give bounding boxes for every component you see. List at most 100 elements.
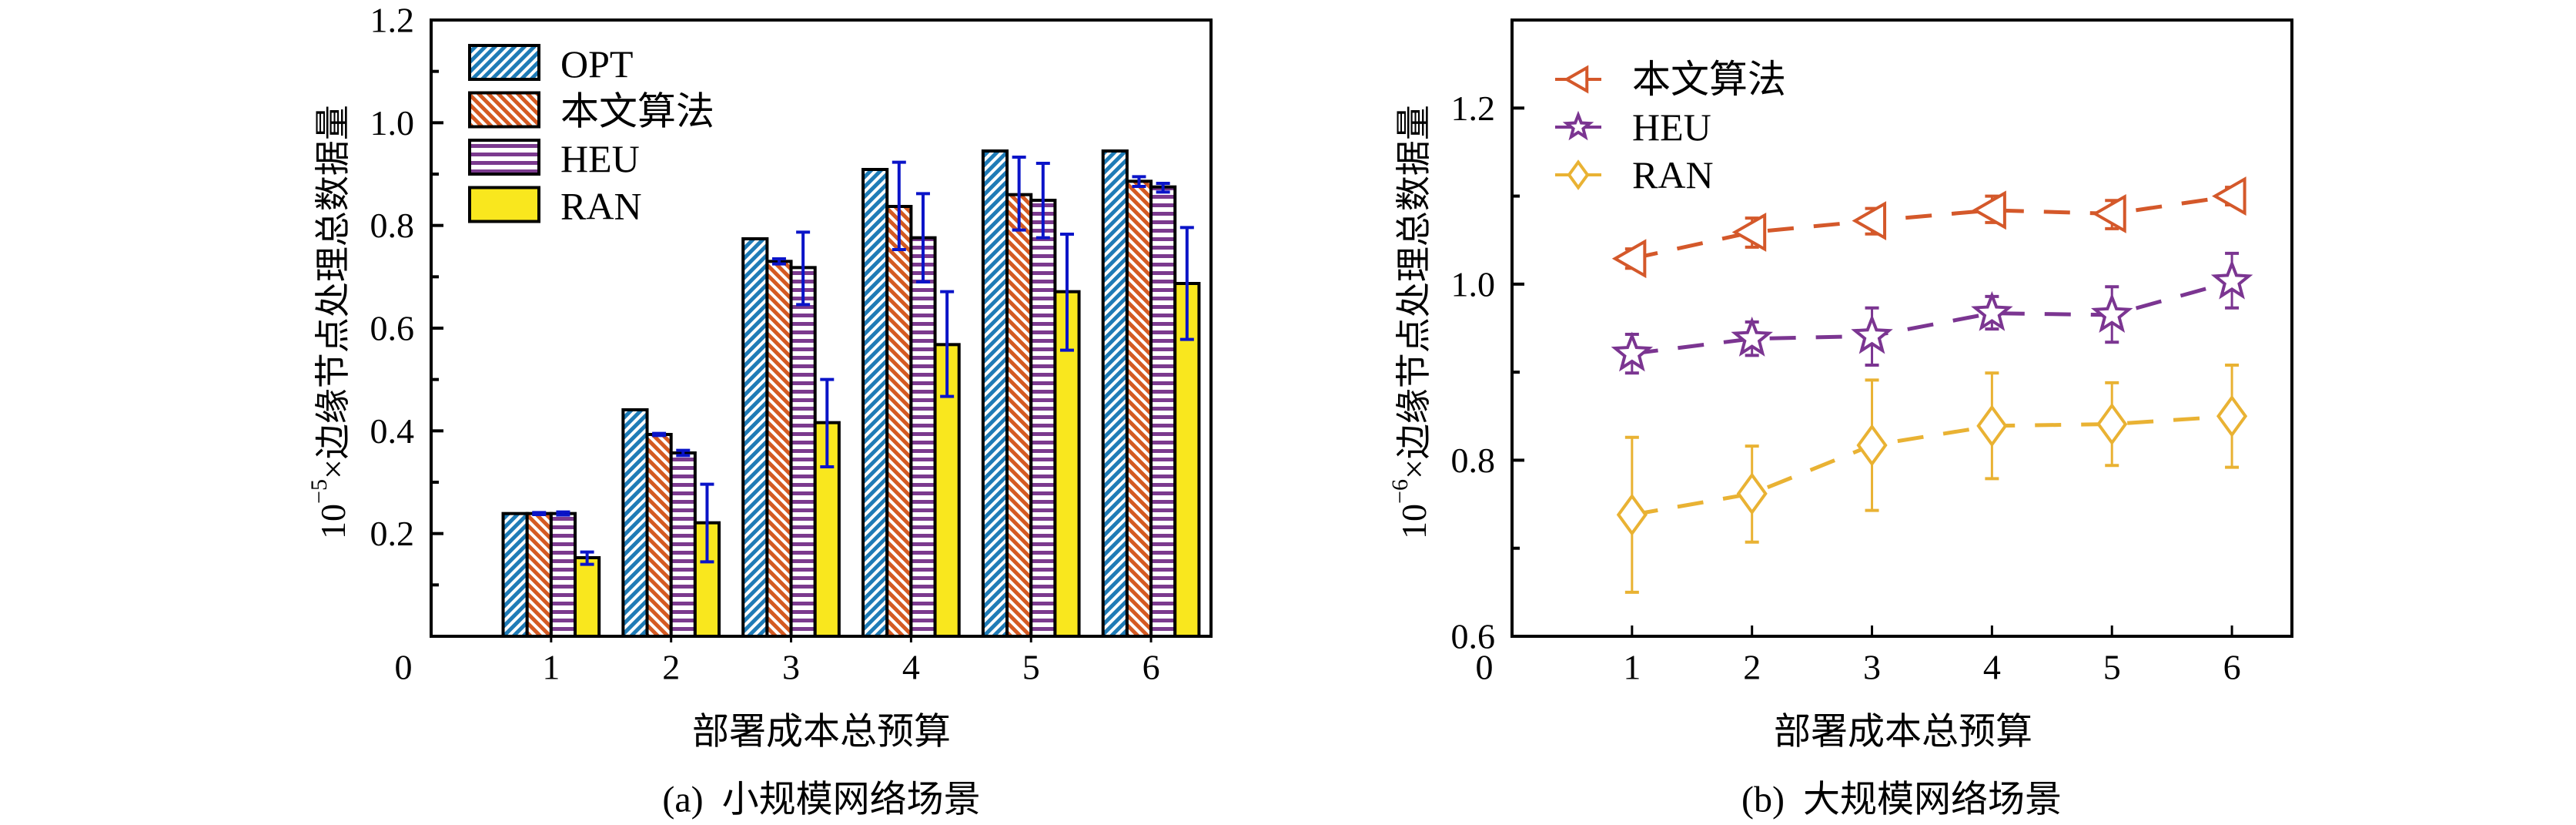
bar-OPT-6 bbox=[1101, 149, 1129, 638]
x-tick-label: 0 bbox=[395, 648, 413, 687]
error-bar-HEU-6 bbox=[1156, 182, 1170, 194]
point-RAN-4 bbox=[1976, 404, 2008, 448]
y-tick-label: 1.2 bbox=[370, 1, 415, 40]
error-bar-HEU-2 bbox=[676, 448, 691, 458]
bar-本文算法-5 bbox=[1005, 193, 1033, 638]
a-y-axis-label: 10−5×边缘节点处理总数据量 bbox=[306, 105, 353, 539]
bar-HEU-4 bbox=[909, 236, 937, 638]
a-x-tick-labels: 0 1 2 3 4 5 6 bbox=[395, 648, 1160, 687]
bar-本文算法-6 bbox=[1125, 179, 1153, 639]
legend-label: 本文算法 bbox=[1632, 58, 1786, 101]
legend-swatch bbox=[468, 139, 540, 176]
x-tick-label: 1 bbox=[1623, 648, 1641, 687]
error-bar-本文算法-3 bbox=[771, 257, 786, 266]
bar-OPT-2 bbox=[621, 408, 649, 638]
legend-item-HEU: HEU bbox=[468, 137, 640, 180]
point-RAN-2 bbox=[1736, 472, 1768, 515]
point-本文算法-2 bbox=[1731, 212, 1767, 252]
series-line-本文算法 bbox=[1631, 194, 2233, 261]
point-RAN-1 bbox=[1616, 493, 1648, 536]
a-y-axis-label-text: ×边缘节点处理总数据量 bbox=[313, 105, 353, 479]
x-tick-label: 4 bbox=[902, 648, 920, 687]
y-tick-label: 1.2 bbox=[1451, 89, 1496, 128]
bar-OPT-1 bbox=[501, 511, 529, 639]
error-bar-本文算法-6 bbox=[1132, 175, 1146, 188]
x-tick-label: 3 bbox=[782, 648, 800, 687]
b-error-bars bbox=[1624, 186, 2240, 594]
y-tick-label: 0.2 bbox=[370, 514, 415, 553]
b-y-tick-labels: 0.6 0.8 1.0 1.2 bbox=[1451, 89, 1496, 656]
bar-本文算法-4 bbox=[885, 205, 913, 638]
x-tick-label: 5 bbox=[2103, 648, 2121, 687]
x-tick-label: 2 bbox=[662, 648, 680, 687]
point-RAN-3 bbox=[1856, 424, 1888, 467]
b-lines bbox=[1631, 194, 2233, 517]
b-y-axis-label: 10−6×边缘节点处理总数据量 bbox=[1387, 105, 1434, 539]
series-line-RAN bbox=[1631, 414, 2233, 517]
legend-item-本文算法: 本文算法 bbox=[1555, 58, 1786, 101]
b-y-axis-label-exponent: −6 bbox=[1387, 479, 1413, 504]
error-bar-本文算法-4 bbox=[892, 160, 906, 251]
legend-marker-triangle-left-icon bbox=[1563, 65, 1589, 94]
b-x-axis-label: 部署成本总预算 bbox=[1774, 712, 2032, 753]
legend-label: HEU bbox=[560, 137, 640, 180]
bar-RAN-6 bbox=[1173, 282, 1201, 638]
point-本文算法-1 bbox=[1611, 239, 1647, 279]
x-tick-label: 4 bbox=[1983, 648, 2001, 687]
point-HEU-2 bbox=[1731, 317, 1773, 357]
a-y-axis-label-base: 10 bbox=[313, 504, 353, 539]
point-本文算法-4 bbox=[1972, 190, 2006, 230]
point-HEU-3 bbox=[1851, 314, 1893, 354]
bar-OPT-3 bbox=[741, 237, 769, 638]
y-tick-label: 0.8 bbox=[1451, 441, 1496, 480]
y-tick-label: 0.6 bbox=[1451, 617, 1496, 656]
legend-marker-star-icon bbox=[1562, 110, 1594, 141]
error-bar-本文算法-2 bbox=[652, 431, 667, 438]
a-error-bars bbox=[532, 156, 1194, 566]
bar-HEU-5 bbox=[1029, 199, 1057, 638]
point-HEU-6 bbox=[2210, 259, 2253, 300]
b-y-axis-label-base: 10 bbox=[1394, 504, 1434, 539]
y-tick-label: 0.8 bbox=[370, 206, 415, 245]
y-tick-label: 1.0 bbox=[370, 103, 415, 143]
error-bar-HEU-1 bbox=[556, 510, 570, 517]
point-HEU-5 bbox=[2090, 293, 2133, 334]
x-tick-label: 1 bbox=[542, 648, 560, 687]
legend-swatch bbox=[468, 186, 540, 223]
x-tick-label: 2 bbox=[1743, 648, 1761, 687]
point-RAN-5 bbox=[2096, 402, 2128, 446]
x-tick-label: 6 bbox=[2223, 648, 2241, 687]
error-bar-RAN-5 bbox=[1059, 233, 1074, 352]
legend-item-RAN: RAN bbox=[1555, 153, 1714, 196]
plot-frame bbox=[1510, 18, 2293, 638]
error-bar-HEU-4 bbox=[915, 192, 930, 283]
bar-本文算法-3 bbox=[765, 260, 793, 638]
point-HEU-1 bbox=[1611, 331, 1654, 372]
b-caption: (b) 大规模网络场景 bbox=[1741, 780, 2062, 820]
y-tick-label: 1.0 bbox=[1451, 264, 1496, 304]
y-tick-label: 0.6 bbox=[370, 309, 415, 348]
legend-label: RAN bbox=[1632, 153, 1714, 196]
bar-OPT-4 bbox=[861, 168, 889, 638]
legend-swatch bbox=[468, 44, 540, 81]
b-axes bbox=[1510, 18, 2293, 638]
x-tick-label: 5 bbox=[1022, 648, 1040, 687]
x-tick-label: 0 bbox=[1476, 648, 1494, 687]
a-axes bbox=[430, 18, 1213, 642]
error-bar-RAN-1 bbox=[580, 550, 594, 566]
a-x-axis-label: 部署成本总预算 bbox=[692, 712, 951, 753]
point-HEU-4 bbox=[1971, 290, 2013, 331]
x-tick-label: 3 bbox=[1863, 648, 1881, 687]
error-bar-HEU-5 bbox=[1035, 162, 1050, 240]
point-本文算法-6 bbox=[2212, 176, 2246, 216]
bar-OPT-5 bbox=[981, 149, 1009, 638]
point-本文算法-5 bbox=[2092, 193, 2126, 233]
bar-HEU-3 bbox=[789, 266, 817, 638]
legend-item-RAN: RAN bbox=[468, 185, 642, 228]
b-markers bbox=[1611, 176, 2253, 536]
legend-label: HEU bbox=[1632, 106, 1711, 149]
legend-item-OPT: OPT bbox=[468, 42, 633, 86]
x-tick-label: 6 bbox=[1142, 648, 1160, 687]
point-RAN-6 bbox=[2216, 394, 2248, 438]
error-bar-RAN-4 bbox=[940, 290, 955, 398]
